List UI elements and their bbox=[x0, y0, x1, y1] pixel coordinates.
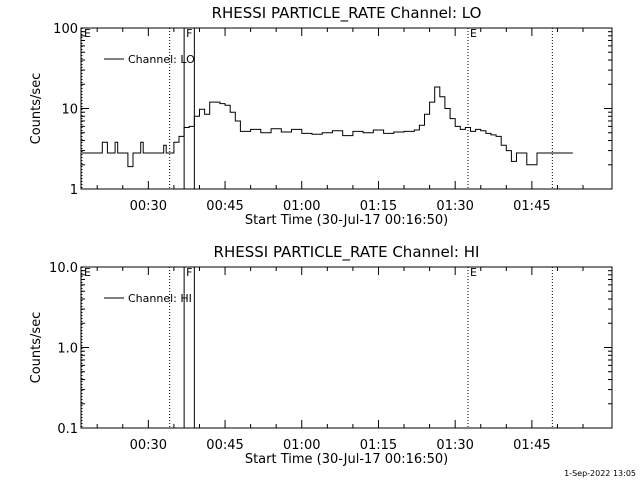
y-axis-label: Counts/sec bbox=[29, 312, 44, 384]
x-tick-label: 01:45 bbox=[513, 199, 550, 214]
y-tick-label: 1.0 bbox=[57, 342, 78, 357]
y-tick-label: 10.0 bbox=[49, 261, 78, 276]
marker-label: E bbox=[84, 27, 91, 40]
x-tick-label: 00:30 bbox=[130, 199, 167, 214]
chart-title: RHESSI PARTICLE_RATE Channel: LO bbox=[212, 4, 482, 23]
x-axis-label: Start Time (30-Jul-17 00:16:50) bbox=[245, 213, 448, 228]
y-tick-label: 100 bbox=[53, 22, 78, 37]
marker-label: E bbox=[470, 266, 477, 279]
x-tick-label: 01:30 bbox=[436, 199, 473, 214]
marker-label: F bbox=[186, 266, 192, 279]
x-axis-label: Start Time (30-Jul-17 00:16:50) bbox=[245, 452, 448, 467]
x-tick-label: 01:45 bbox=[513, 438, 550, 453]
x-tick-label: 00:30 bbox=[130, 438, 167, 453]
x-tick-label: 00:45 bbox=[206, 199, 243, 214]
marker-label: F bbox=[186, 27, 192, 40]
chart-title: RHESSI PARTICLE_RATE Channel: HI bbox=[214, 243, 480, 262]
y-tick-label: 0.1 bbox=[57, 422, 78, 437]
panel-lo: RHESSI PARTICLE_RATE Channel: LO 1 10 100 00… bbox=[29, 4, 613, 228]
x-tick-label: 01:15 bbox=[360, 199, 397, 214]
legend-label: Channel: LO bbox=[128, 53, 195, 66]
marker-label: E bbox=[470, 27, 477, 40]
x-tick-label: 01:30 bbox=[436, 438, 473, 453]
y-axis-label: Counts/sec bbox=[29, 73, 44, 145]
y-tick-label: 10 bbox=[61, 103, 78, 118]
marker-label: E bbox=[84, 266, 91, 279]
series-line bbox=[81, 86, 573, 168]
panel-hi: RHESSI PARTICLE_RATE Channel: HI 0.1 1.0 10… bbox=[29, 243, 613, 467]
timestamp-label: 1-Sep-2022 13:05 bbox=[564, 469, 636, 478]
legend-label: Channel: HI bbox=[128, 292, 192, 305]
y-tick-label: 1 bbox=[70, 183, 78, 198]
x-tick-label: 01:00 bbox=[283, 199, 320, 214]
x-tick-label: 01:15 bbox=[360, 438, 397, 453]
x-tick-label: 01:00 bbox=[283, 438, 320, 453]
x-tick-label: 00:45 bbox=[206, 438, 243, 453]
